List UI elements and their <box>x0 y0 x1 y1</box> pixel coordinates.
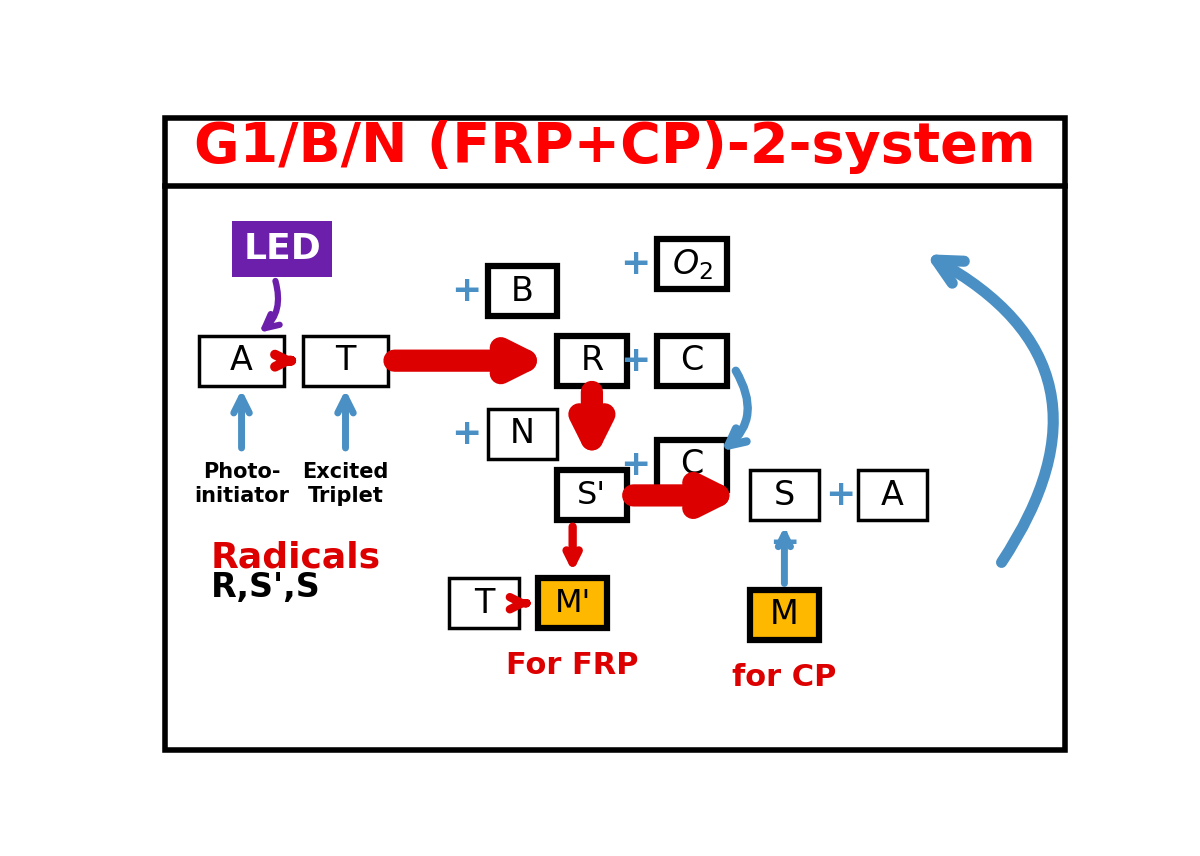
FancyArrowPatch shape <box>728 371 748 445</box>
FancyArrowPatch shape <box>936 260 1054 562</box>
Text: Radicals: Radicals <box>211 540 380 574</box>
Text: S: S <box>774 479 796 512</box>
FancyArrowPatch shape <box>580 392 605 439</box>
Bar <box>658 440 727 490</box>
Bar <box>233 222 332 276</box>
FancyArrowPatch shape <box>395 348 526 373</box>
Text: +: + <box>451 417 481 451</box>
FancyArrowPatch shape <box>566 526 578 562</box>
Bar <box>750 471 820 520</box>
Text: B: B <box>511 275 534 308</box>
Text: A: A <box>881 479 904 512</box>
Bar <box>488 266 557 317</box>
FancyArrowPatch shape <box>779 534 791 584</box>
Bar <box>658 240 727 289</box>
Text: T: T <box>335 344 355 377</box>
Text: R,S',S: R,S',S <box>211 571 320 604</box>
Text: for CP: for CP <box>732 663 836 692</box>
Text: $\mathit{O}_2$: $\mathit{O}_2$ <box>672 247 713 282</box>
Bar <box>304 336 388 386</box>
Text: C: C <box>680 449 703 481</box>
FancyArrowPatch shape <box>275 354 290 366</box>
Bar <box>199 336 284 386</box>
Bar <box>658 336 727 386</box>
Text: +: + <box>620 247 650 282</box>
Text: T: T <box>474 586 494 620</box>
Bar <box>538 578 607 628</box>
Text: R: R <box>581 344 604 377</box>
Text: +: + <box>620 448 650 482</box>
Text: G1/B/N (FRP+CP)-2-system: G1/B/N (FRP+CP)-2-system <box>194 121 1036 175</box>
Text: +: + <box>769 526 799 560</box>
Bar <box>858 471 926 520</box>
FancyArrowPatch shape <box>264 281 280 329</box>
Text: +: + <box>826 479 856 513</box>
Text: LED: LED <box>244 232 322 266</box>
Text: Photo-
initiator: Photo- initiator <box>194 462 289 506</box>
FancyArrowPatch shape <box>510 597 527 609</box>
Text: +: + <box>451 275 481 308</box>
Text: Excited
Triplet: Excited Triplet <box>302 462 389 506</box>
Text: M: M <box>770 598 799 631</box>
Text: C: C <box>680 344 703 377</box>
Text: A: A <box>230 344 253 377</box>
Text: N: N <box>510 418 535 450</box>
Bar <box>557 336 626 386</box>
Bar <box>750 590 820 639</box>
Bar <box>488 409 557 459</box>
Text: S': S' <box>577 480 606 511</box>
Text: +: + <box>620 343 650 377</box>
Bar <box>557 471 626 520</box>
Text: For FRP: For FRP <box>506 651 638 680</box>
Bar <box>450 578 518 628</box>
FancyArrowPatch shape <box>634 483 719 508</box>
Text: M': M' <box>554 588 590 619</box>
